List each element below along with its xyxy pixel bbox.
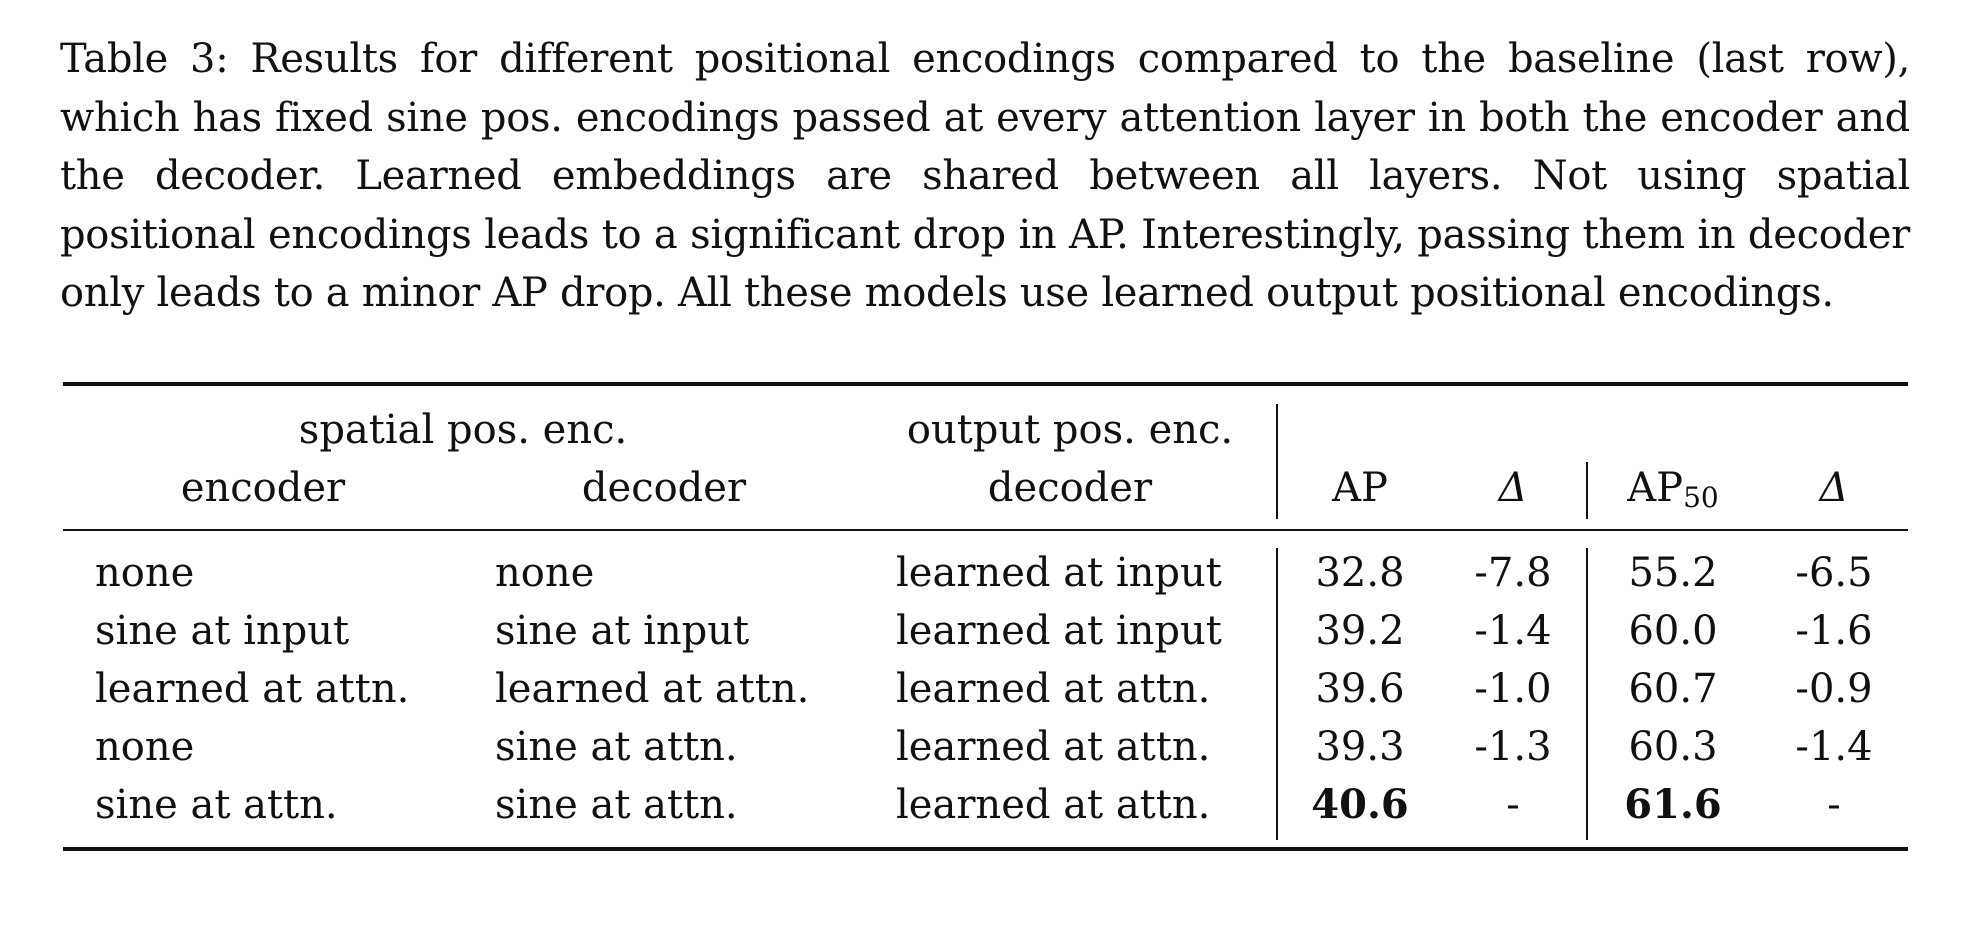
header-ap: AP [1332,465,1388,511]
cell-output: learned at input [896,608,1222,654]
table-bottom-rule [63,847,1908,851]
header-ap50: AP50 [1627,465,1719,514]
cell-ap50: 60.3 [1628,724,1718,770]
cell-delta-ap50: -0.9 [1795,666,1873,712]
cell-delta-ap50: - [1827,782,1841,828]
cell-ap50-best: 61.6 [1624,781,1722,828]
cell-ap-best: 40.6 [1311,781,1409,828]
cell-ap: 32.8 [1315,550,1405,596]
cell-decoder: learned at attn. [495,666,810,712]
cell-delta-ap: -1.0 [1474,666,1552,712]
body-separator-output [1276,548,1278,840]
cell-delta-ap: -7.8 [1474,550,1552,596]
cell-ap: 39.6 [1315,666,1405,712]
cell-output: learned at input [896,550,1222,596]
header-group-output: output pos. enc. [906,407,1234,453]
cell-encoder: none [95,724,195,770]
header-separator-output [1276,404,1278,519]
cell-output: learned at attn. [896,724,1211,770]
body-separator-ap50 [1586,548,1588,840]
cell-output: learned at attn. [896,782,1211,828]
cell-encoder: sine at attn. [95,782,338,828]
cell-delta-ap: -1.4 [1474,608,1552,654]
table-caption: Table 3: Results for different positiona… [60,36,1910,316]
cell-encoder: learned at attn. [95,666,410,712]
cell-ap50: 55.2 [1628,550,1718,596]
cell-encoder: sine at input [95,608,350,654]
header-output-decoder: decoder [987,465,1153,511]
header-decoder: decoder [581,465,747,511]
cell-decoder: sine at input [495,608,750,654]
table-top-rule [63,382,1908,386]
cell-ap50: 60.0 [1628,608,1718,654]
cell-decoder: sine at attn. [495,782,738,828]
cell-output: learned at attn. [896,666,1211,712]
header-separator-ap50 [1586,462,1588,519]
cell-decoder: none [495,550,595,596]
cell-decoder: sine at attn. [495,724,738,770]
header-group-spatial: spatial pos. enc. [298,407,628,453]
cell-delta-ap50: -1.6 [1795,608,1873,654]
header-delta-ap50: Δ [1819,465,1849,511]
cell-ap: 39.3 [1315,724,1405,770]
header-delta-ap: Δ [1498,465,1528,511]
cell-ap: 39.2 [1315,608,1405,654]
cell-delta-ap50: -1.4 [1795,724,1873,770]
cell-delta-ap: - [1506,782,1520,828]
table-header-rule [63,529,1908,531]
header-encoder: encoder [180,465,346,511]
cell-delta-ap: -1.3 [1474,724,1552,770]
cell-delta-ap50: -6.5 [1795,550,1873,596]
cell-encoder: none [95,550,195,596]
cell-ap50: 60.7 [1628,666,1718,712]
